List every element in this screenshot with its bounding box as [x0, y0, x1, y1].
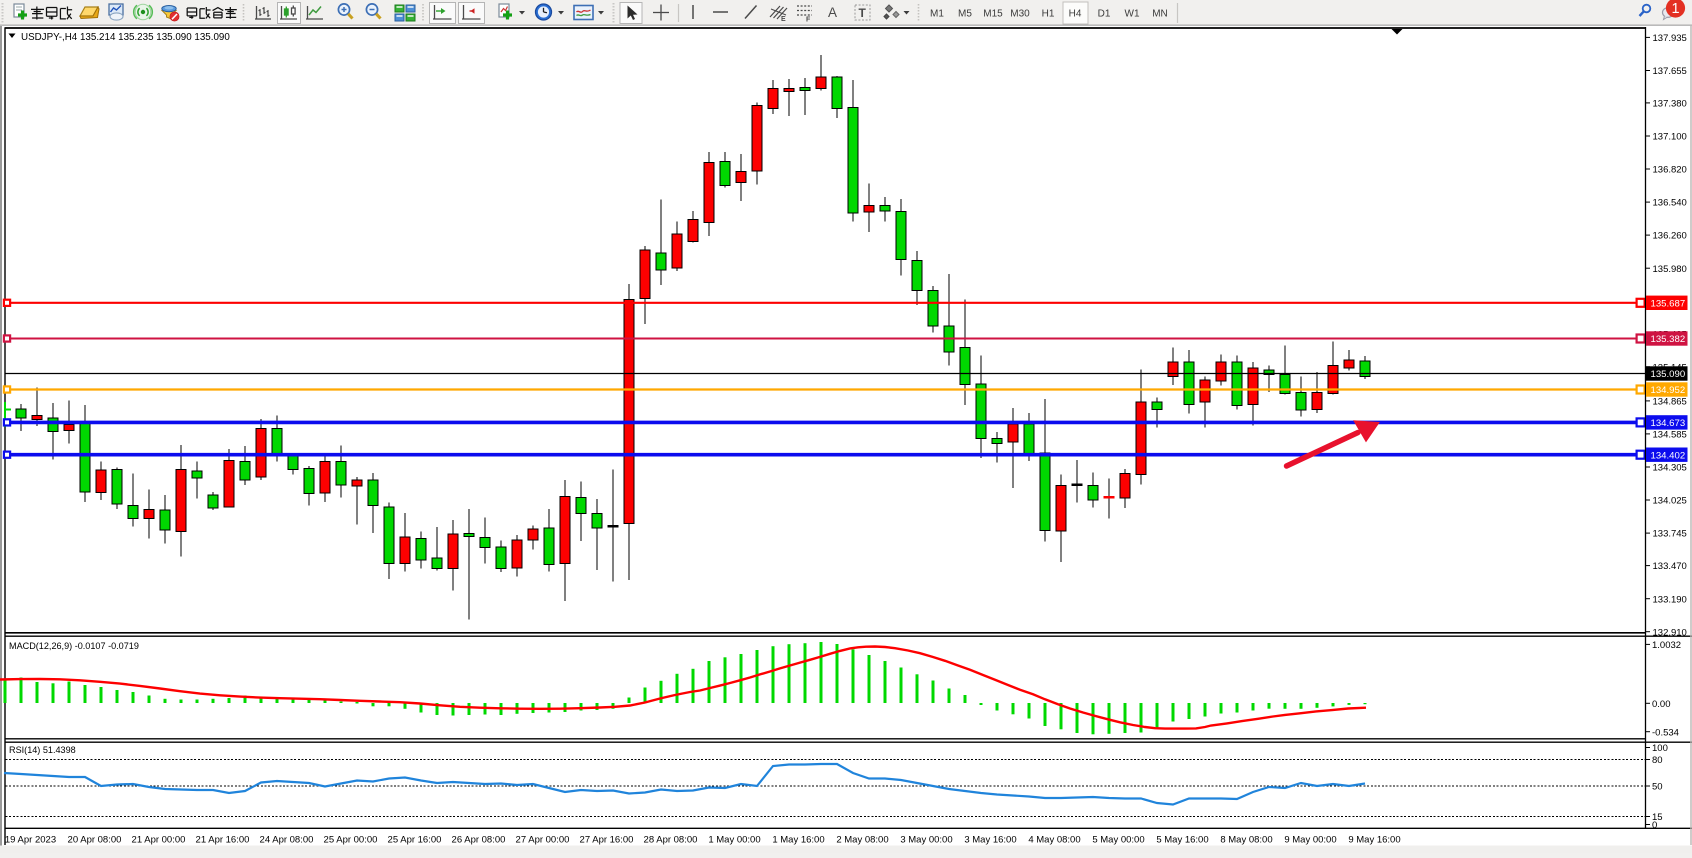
svg-text:2 May 08:00: 2 May 08:00: [836, 835, 888, 846]
svg-text:USDJPY-,H4 135.214 135.235 13: USDJPY-,H4 135.214 135.235 135.090 135.0…: [21, 32, 230, 43]
svg-text:24 Apr 08:00: 24 Apr 08:00: [260, 835, 314, 846]
svg-text:8 May 08:00: 8 May 08:00: [1220, 835, 1272, 846]
svg-text:134.952: 134.952: [1651, 385, 1686, 396]
svg-text:M1: M1: [930, 9, 944, 20]
svg-text:21 Apr 00:00: 21 Apr 00:00: [132, 835, 186, 846]
svg-text:135.090: 135.090: [1651, 369, 1686, 380]
svg-text:5 May 16:00: 5 May 16:00: [1156, 835, 1208, 846]
svg-text:T: T: [859, 6, 867, 20]
svg-text:27 Apr 16:00: 27 Apr 16:00: [580, 835, 634, 846]
svg-text:-0.534: -0.534: [1652, 727, 1679, 738]
svg-text:D1: D1: [1098, 9, 1111, 20]
svg-text:135.382: 135.382: [1651, 334, 1686, 345]
svg-text:E: E: [781, 16, 786, 23]
svg-text:W1: W1: [1125, 9, 1140, 20]
svg-text:MACD(12,26,9) -0.0107 -0.0719: MACD(12,26,9) -0.0107 -0.0719: [9, 641, 139, 651]
svg-text:1.0032: 1.0032: [1652, 640, 1681, 651]
svg-text:27 Apr 00:00: 27 Apr 00:00: [516, 835, 570, 846]
svg-text:26 Apr 08:00: 26 Apr 08:00: [452, 835, 506, 846]
svg-text:135.687: 135.687: [1651, 298, 1686, 309]
svg-text:5 May 00:00: 5 May 00:00: [1092, 835, 1144, 846]
svg-text:137.655: 137.655: [1653, 66, 1687, 77]
svg-text:1 May 00:00: 1 May 00:00: [708, 835, 760, 846]
svg-text:21 Apr 16:00: 21 Apr 16:00: [196, 835, 250, 846]
svg-text:1 May 16:00: 1 May 16:00: [772, 835, 824, 846]
svg-text:1: 1: [1671, 1, 1679, 17]
svg-text:4 May 08:00: 4 May 08:00: [1028, 835, 1080, 846]
svg-text:134.673: 134.673: [1651, 418, 1686, 429]
svg-text:133.470: 133.470: [1653, 561, 1687, 572]
svg-text:134.025: 134.025: [1653, 496, 1687, 507]
svg-text:136.820: 136.820: [1653, 165, 1687, 176]
svg-text:134.305: 134.305: [1653, 463, 1687, 474]
svg-text:H1: H1: [1042, 9, 1055, 20]
svg-text:A: A: [828, 5, 837, 20]
svg-text:134.585: 134.585: [1653, 430, 1687, 441]
svg-text:132.910: 132.910: [1653, 627, 1687, 638]
svg-text:RSI(14) 51.4398: RSI(14) 51.4398: [9, 745, 76, 755]
svg-text:25 Apr 16:00: 25 Apr 16:00: [388, 835, 442, 846]
svg-text:100: 100: [1652, 743, 1668, 754]
svg-text:25 Apr 00:00: 25 Apr 00:00: [324, 835, 378, 846]
svg-text:19 Apr 2023: 19 Apr 2023: [5, 835, 56, 846]
svg-text:3 May 00:00: 3 May 00:00: [900, 835, 952, 846]
svg-text:50: 50: [1652, 782, 1663, 793]
svg-text:9 May 16:00: 9 May 16:00: [1348, 835, 1400, 846]
svg-text:3 May 16:00: 3 May 16:00: [964, 835, 1016, 846]
svg-text:MN: MN: [1152, 9, 1168, 20]
svg-text:0.00: 0.00: [1652, 699, 1671, 710]
svg-text:136.540: 136.540: [1653, 198, 1687, 209]
svg-text:134.402: 134.402: [1651, 450, 1686, 461]
svg-text:0: 0: [1652, 820, 1657, 831]
svg-text:136.260: 136.260: [1653, 231, 1687, 242]
svg-text:M30: M30: [1010, 9, 1030, 20]
svg-text:137.100: 137.100: [1653, 132, 1687, 143]
svg-text:28 Apr 08:00: 28 Apr 08:00: [644, 835, 698, 846]
svg-text:134.865: 134.865: [1653, 397, 1687, 408]
svg-text:137.380: 137.380: [1653, 99, 1687, 110]
svg-text:80: 80: [1652, 755, 1663, 766]
svg-text:M5: M5: [958, 9, 972, 20]
svg-text:F: F: [806, 17, 811, 24]
svg-text:135.980: 135.980: [1653, 264, 1687, 275]
svg-text:137.935: 137.935: [1653, 33, 1687, 44]
svg-text:9 May 00:00: 9 May 00:00: [1284, 835, 1336, 846]
svg-text:133.190: 133.190: [1653, 594, 1687, 605]
svg-text:15: 15: [1652, 812, 1663, 823]
svg-text:H4: H4: [1069, 9, 1082, 20]
svg-text:M15: M15: [983, 9, 1003, 20]
svg-text:133.745: 133.745: [1653, 529, 1687, 540]
svg-text:20 Apr 08:00: 20 Apr 08:00: [68, 835, 122, 846]
